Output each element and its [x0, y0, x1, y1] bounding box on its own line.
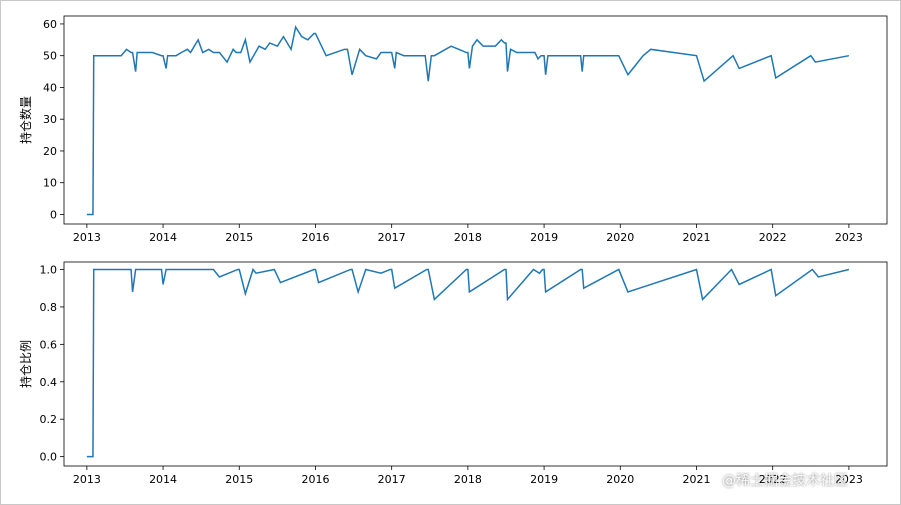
- chart-2-x-tick-label: 2016: [301, 473, 329, 486]
- chart-2-x-tick-label: 2018: [454, 473, 482, 486]
- chart-2-x-tick-label: 2017: [378, 473, 406, 486]
- chart-2-x-tick-label: 2021: [682, 473, 710, 486]
- chart-1-y-tick-label: 50: [43, 50, 57, 63]
- chart-1-x-tick-label: 2016: [301, 231, 329, 244]
- chart-1-x-tick-label: 2013: [73, 231, 101, 244]
- chart-2-x-tick-label: 2022: [759, 473, 787, 486]
- chart-1-y-tick-label: 40: [43, 81, 57, 94]
- chart-1-x-tick-label: 2023: [835, 231, 863, 244]
- chart-1-x-tick-label: 2018: [454, 231, 482, 244]
- chart-2-x-tick-label: 2015: [225, 473, 253, 486]
- chart-2-y-tick-label: 0.6: [40, 338, 58, 351]
- chart-1-x-tick-label: 2019: [530, 231, 558, 244]
- chart-2-y-tick-label: 0.0: [40, 451, 58, 464]
- chart-2-x-tick-label: 2023: [835, 473, 863, 486]
- chart-1-x-tick-label: 2014: [149, 231, 177, 244]
- chart-1-x-tick-label: 2017: [378, 231, 406, 244]
- chart-1-plot-frame: [63, 15, 888, 225]
- chart-2-y-tick-label: 0.8: [40, 301, 58, 314]
- chart-1-y-tick-label: 60: [43, 18, 57, 31]
- chart-2-y-tick-label: 0.4: [40, 376, 58, 389]
- chart-1-y-tick-label: 20: [43, 145, 57, 158]
- chart-2-y-tick-label: 1.0: [40, 263, 58, 276]
- chart-2-x-tick-label: 2020: [606, 473, 634, 486]
- chart-2-x-tick-label: 2013: [73, 473, 101, 486]
- chart-1-x-tick-label: 2015: [225, 231, 253, 244]
- watermark: @稀土掘金技术社区: [722, 473, 848, 489]
- chart-1-series-line: [86, 25, 850, 216]
- chart-2-y-axis-label: 持仓比例: [18, 340, 33, 388]
- chart-1-y-tick-label: 30: [43, 113, 57, 126]
- chart-2-x-tick-label: 2019: [530, 473, 558, 486]
- chart-2-series-line: [86, 267, 850, 458]
- chart-2-x-tick-label: 2014: [149, 473, 177, 486]
- chart-1-y-tick-label: 0: [50, 208, 57, 221]
- chart-2-y-tick-label: 0.2: [40, 413, 58, 426]
- chart-1-y-tick-label: 10: [43, 177, 57, 190]
- chart-2-plot-frame: [63, 261, 888, 467]
- chart-1-x-tick-label: 2022: [759, 231, 787, 244]
- chart-1-y-axis-label: 持仓数量: [18, 96, 33, 144]
- chart-1-x-tick-label: 2020: [606, 231, 634, 244]
- chart-1-x-tick-label: 2021: [682, 231, 710, 244]
